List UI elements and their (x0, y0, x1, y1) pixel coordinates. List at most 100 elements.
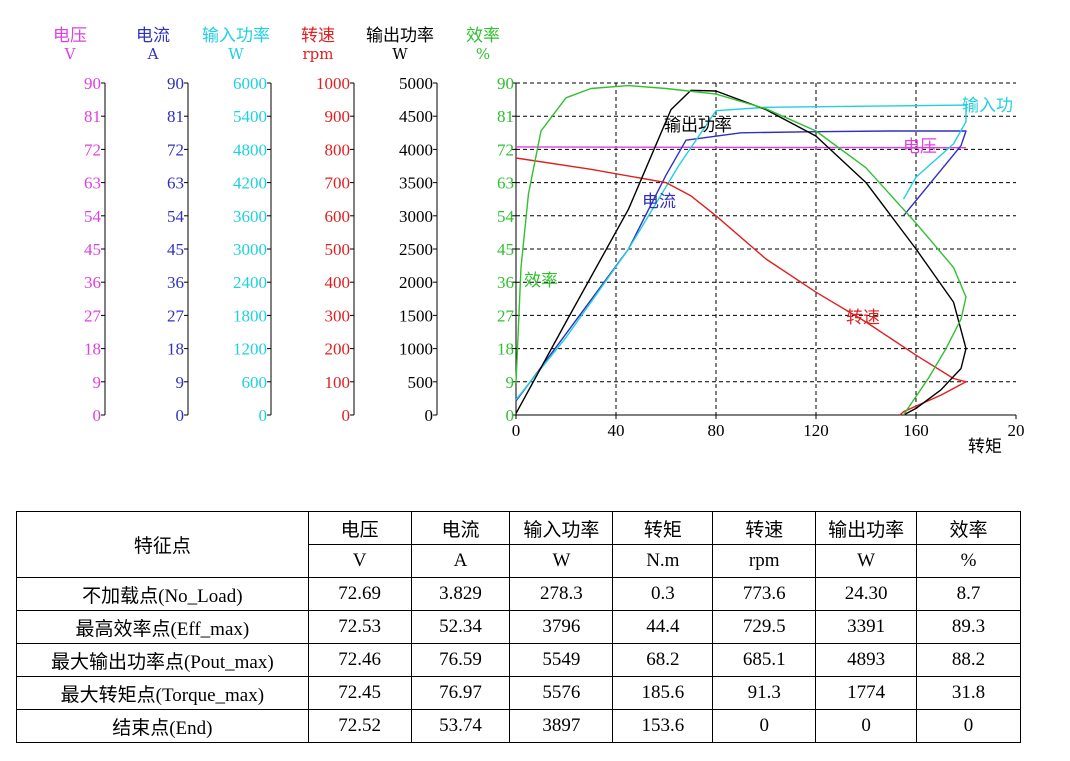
table-cell: 72.69 (307, 577, 412, 611)
scale-axis-tick-label: 800 (325, 140, 351, 159)
axis-header-name: 转速 (301, 26, 335, 46)
scale-axis-tick-label: 6000 (233, 74, 267, 93)
scale-axis-tick-label: 0 (425, 406, 434, 425)
plot-y-tick-label: 90 (497, 74, 514, 93)
table-cell: 72.53 (307, 610, 412, 644)
series-line-2 (515, 104, 967, 401)
series-line-5 (515, 84, 967, 416)
table-cell: 76.59 (410, 643, 511, 677)
scale-axis-tick-label: 81 (84, 107, 101, 126)
scale-axis-tick-label: 2500 (399, 240, 433, 259)
table-cell: 3796 (509, 610, 614, 644)
scale-axis-tick-label: 45 (167, 240, 184, 259)
scale-axis-tick-label: 27 (167, 306, 185, 325)
scale-axis-tick-label: 100 (325, 373, 351, 392)
unit-cell: N.m (612, 544, 714, 578)
column-header: 输出功率 (815, 511, 918, 545)
table-cell: 88.2 (916, 643, 1021, 677)
plot-x-tick-label: 160 (903, 421, 929, 440)
table-cell: 0.3 (612, 577, 714, 611)
plot-y-tick-label: 18 (497, 340, 514, 359)
row-label: 不加载点(No_Load) (16, 577, 309, 611)
table-cell: 72.45 (307, 676, 412, 710)
scale-axis-tick-label: 500 (325, 240, 351, 259)
scale-axes: 0918273645546372819009182736455463728190… (84, 74, 438, 425)
axis-header-name: 输出功率 (366, 26, 434, 46)
axis-header-name: 电压 (53, 26, 87, 46)
axis-header-unit: A (147, 45, 159, 63)
plot-y-tick-label: 45 (497, 240, 514, 259)
table-cell: 153.6 (612, 709, 714, 743)
scale-axis-tick-label: 3000 (233, 240, 267, 259)
scale-axis-tick-label: 900 (325, 107, 351, 126)
axis-header-unit: W (392, 45, 408, 63)
axis-header-input-power: 输入功率 W (190, 26, 282, 62)
column-header: 效率 (916, 511, 1021, 545)
scale-axis-tick-label: 500 (408, 373, 434, 392)
scale-axis-tick-label: 1500 (399, 306, 433, 325)
scale-axis-tick-label: 9 (176, 373, 185, 392)
column-header: 转矩 (612, 511, 714, 545)
table-cell: 278.3 (509, 577, 614, 611)
series-label: 输入功 (962, 96, 1013, 116)
table-cell: 3.829 (410, 577, 511, 611)
scale-axis-tick-label: 36 (167, 273, 184, 292)
column-header: 转速 (712, 511, 817, 545)
scale-axis-tick-label: 200 (325, 340, 351, 359)
series-label: 转速 (846, 308, 880, 328)
unit-cell: rpm (712, 544, 817, 578)
plot-x-axis-label: 转矩 (968, 437, 1002, 457)
table-cell: 3897 (509, 709, 614, 743)
scale-axis-tick-label: 72 (167, 140, 184, 159)
plot-y-tick-label: 81 (497, 107, 514, 126)
series-line-0 (515, 146, 967, 149)
axis-header-unit: V (64, 45, 76, 63)
table-corner-cell: 特征点 (16, 511, 309, 578)
scale-axis-tick-label: 400 (325, 273, 351, 292)
scale-axis-tick-label: 4800 (233, 140, 267, 159)
scale-axis-tick-label: 54 (167, 207, 185, 226)
series-label: 输出功率 (664, 116, 732, 136)
scale-axis-tick-label: 72 (84, 140, 101, 159)
table-cell: 1774 (815, 676, 918, 710)
axis-header-name: 输入功率 (202, 26, 270, 46)
table-cell: 31.8 (916, 676, 1021, 710)
table-cell: 24.30 (815, 577, 918, 611)
plot-x-tick-label: 0 (512, 421, 521, 440)
plot-y-tick-label: 36 (497, 273, 514, 292)
table-row: 最大转矩点(Torque_max) 72.45 76.97 5576 185.6… (16, 676, 1021, 710)
scale-axis-tick-label: 5400 (233, 107, 267, 126)
axis-header-output-power: 输出功率 W (354, 26, 446, 62)
series-line-4 (515, 89, 967, 416)
scale-axis-tick-label: 90 (84, 74, 101, 93)
plot-y-tick-label: 27 (497, 306, 515, 325)
table-cell: 773.6 (712, 577, 817, 611)
scale-axis-tick-label: 2000 (399, 273, 433, 292)
table-cell: 685.1 (712, 643, 817, 677)
plot-series (515, 84, 967, 416)
table-cell: 68.2 (612, 643, 714, 677)
axis-header-unit: rpm (302, 45, 334, 63)
scale-axis-tick-label: 63 (167, 174, 184, 193)
table-cell: 53.74 (410, 709, 511, 743)
scale-axis-tick-label: 27 (84, 306, 102, 325)
scale-axis-tick-label: 1800 (233, 306, 267, 325)
scale-axis-tick-label: 1000 (316, 74, 350, 93)
axis-header-unit: W (228, 45, 244, 63)
unit-cell: W (815, 544, 918, 578)
table-cell: 5549 (509, 643, 614, 677)
axis-header-speed: 转速 rpm (288, 26, 348, 62)
table-cell: 0 (916, 709, 1021, 743)
series-line-1 (515, 130, 967, 402)
scale-axis-tick-label: 4200 (233, 174, 267, 193)
axis-header-name: 电流 (136, 26, 170, 46)
plot-y-tick-label: 0 (506, 406, 515, 425)
scale-axis-tick-label: 5000 (399, 74, 433, 93)
unit-cell: A (410, 544, 511, 578)
table-cell: 52.34 (410, 610, 511, 644)
table-unit-row: V A W N.m rpm W % (17, 544, 1021, 578)
table-cell: 0 (712, 709, 817, 743)
plot-y-tick-label: 9 (506, 373, 515, 392)
column-header: 输入功率 (509, 511, 614, 545)
row-label: 最大转矩点(Torque_max) (16, 676, 309, 710)
